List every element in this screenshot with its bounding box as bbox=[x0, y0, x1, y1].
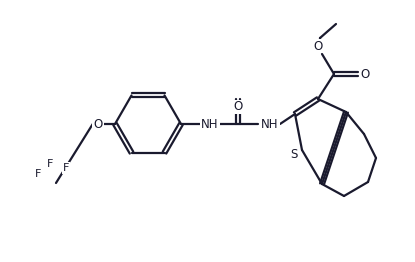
Text: O: O bbox=[233, 101, 243, 113]
Text: F: F bbox=[47, 159, 53, 169]
Text: NH: NH bbox=[261, 117, 279, 130]
Text: O: O bbox=[313, 40, 322, 52]
Text: F: F bbox=[63, 163, 69, 173]
Text: NH: NH bbox=[201, 117, 219, 130]
Text: F: F bbox=[35, 169, 41, 179]
Text: O: O bbox=[93, 117, 103, 130]
Text: S: S bbox=[290, 148, 298, 161]
Text: O: O bbox=[360, 68, 370, 80]
